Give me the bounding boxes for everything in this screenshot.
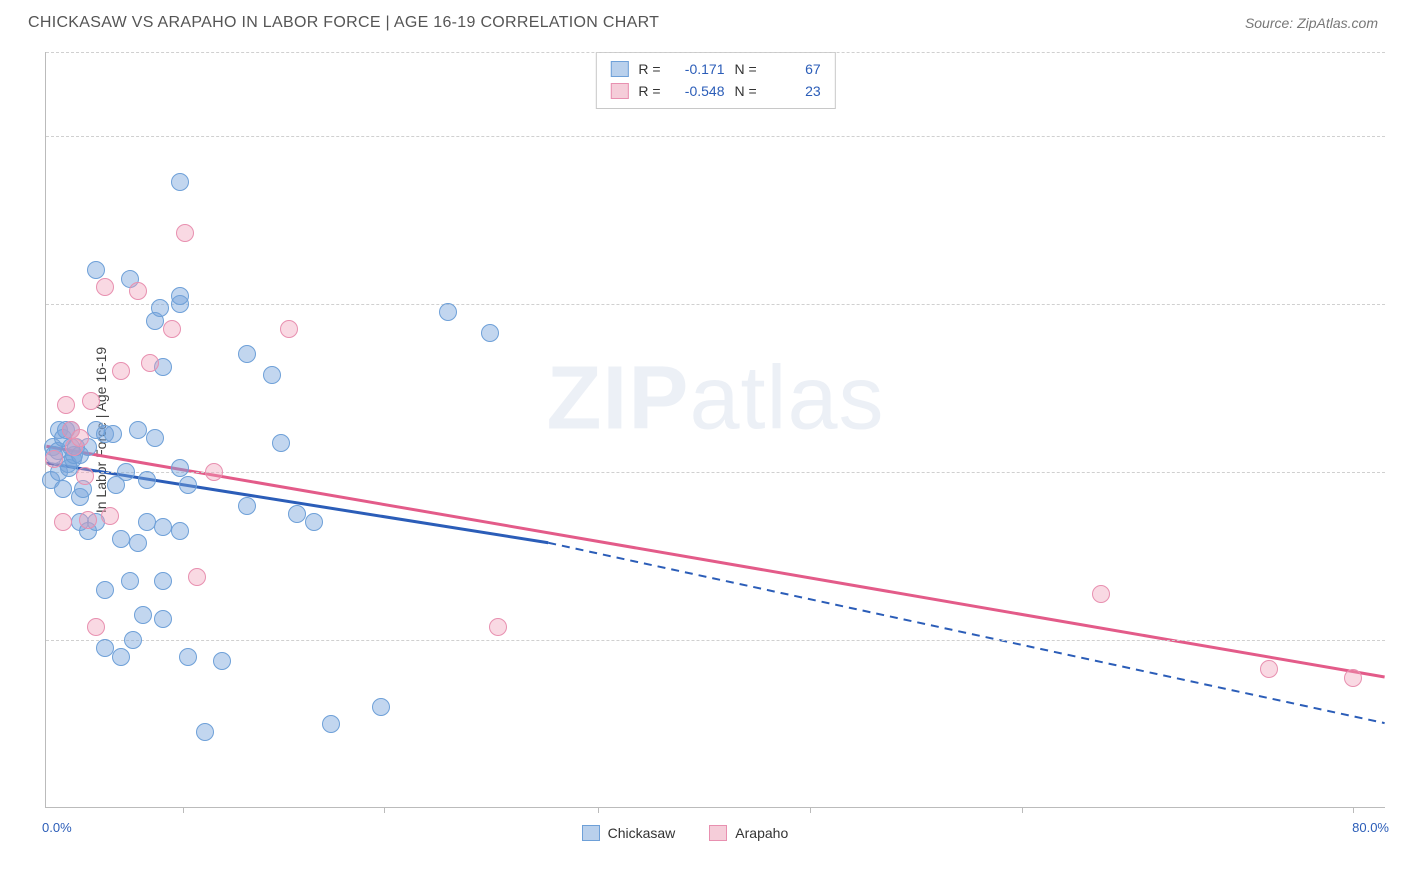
chart-source: Source: ZipAtlas.com [1245, 15, 1378, 31]
data-point [96, 639, 114, 657]
x-tick [1353, 807, 1354, 813]
data-point [96, 278, 114, 296]
data-point [101, 507, 119, 525]
data-point [196, 723, 214, 741]
data-point [54, 513, 72, 531]
x-tick [598, 807, 599, 813]
data-point [1344, 669, 1362, 687]
n-value: 67 [767, 58, 821, 80]
data-point [1260, 660, 1278, 678]
data-point [372, 698, 390, 716]
data-point [179, 648, 197, 666]
data-point [104, 425, 122, 443]
data-point [112, 530, 130, 548]
legend-label: Chickasaw [608, 825, 676, 841]
data-point [171, 459, 189, 477]
data-point [124, 631, 142, 649]
data-point [213, 652, 231, 670]
data-point [146, 429, 164, 447]
data-point [171, 173, 189, 191]
data-point [163, 320, 181, 338]
stats-row: R = -0.548 N = 23 [610, 80, 820, 102]
chart-title: CHICKASAW VS ARAPAHO IN LABOR FORCE | AG… [28, 14, 659, 32]
data-point [57, 396, 75, 414]
gridline [46, 304, 1385, 305]
legend-label: Arapaho [735, 825, 788, 841]
data-point [1092, 585, 1110, 603]
data-point [238, 345, 256, 363]
data-point [96, 581, 114, 599]
data-point [481, 324, 499, 342]
data-point [112, 362, 130, 380]
data-point [141, 354, 159, 372]
scatter-chart: In Labor Force | Age 16-19 ZIPatlas R = … [45, 52, 1385, 808]
data-point [288, 505, 306, 523]
data-point [129, 421, 147, 439]
gridline [46, 136, 1385, 137]
data-point [117, 463, 135, 481]
data-point [489, 618, 507, 636]
data-point [129, 282, 147, 300]
x-tick [1022, 807, 1023, 813]
data-point [87, 618, 105, 636]
data-point [205, 463, 223, 481]
data-point [112, 648, 130, 666]
data-point [322, 715, 340, 733]
series-swatch [610, 83, 628, 99]
data-point [134, 606, 152, 624]
n-value: 23 [767, 80, 821, 102]
legend-item: Chickasaw [582, 825, 676, 841]
series-legend: Chickasaw Arapaho [582, 825, 789, 841]
watermark: ZIPatlas [546, 348, 884, 451]
x-axis-start-label: 0.0% [42, 820, 72, 835]
r-value: -0.548 [671, 80, 725, 102]
data-point [45, 450, 63, 468]
data-point [154, 610, 172, 628]
data-point [151, 299, 169, 317]
x-tick [183, 807, 184, 813]
data-point [171, 522, 189, 540]
data-point [280, 320, 298, 338]
data-point [79, 511, 97, 529]
data-point [82, 392, 100, 410]
data-point [138, 471, 156, 489]
data-point [238, 497, 256, 515]
data-point [87, 261, 105, 279]
data-point [171, 287, 189, 305]
trend-lines [46, 52, 1385, 807]
data-point [439, 303, 457, 321]
series-swatch [610, 61, 628, 77]
r-value: -0.171 [671, 58, 725, 80]
data-point [54, 480, 72, 498]
legend-swatch [582, 825, 600, 841]
data-point [263, 366, 281, 384]
correlation-stats-box: R = -0.171 N = 67 R = -0.548 N = 23 [595, 52, 835, 109]
legend-item: Arapaho [709, 825, 788, 841]
gridline [46, 472, 1385, 473]
data-point [176, 224, 194, 242]
data-point [76, 467, 94, 485]
stats-row: R = -0.171 N = 67 [610, 58, 820, 80]
x-tick [384, 807, 385, 813]
data-point [121, 572, 139, 590]
data-point [138, 513, 156, 531]
data-point [272, 434, 290, 452]
data-point [154, 518, 172, 536]
data-point [129, 534, 147, 552]
data-point [179, 476, 197, 494]
data-point [305, 513, 323, 531]
data-point [188, 568, 206, 586]
legend-swatch [709, 825, 727, 841]
x-tick [810, 807, 811, 813]
data-point [154, 572, 172, 590]
x-axis-end-label: 80.0% [1352, 820, 1389, 835]
gridline [46, 640, 1385, 641]
data-point [71, 429, 89, 447]
